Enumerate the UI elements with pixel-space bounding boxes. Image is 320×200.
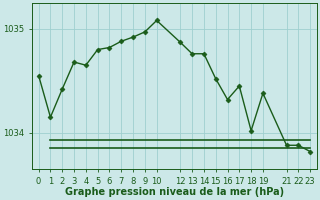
X-axis label: Graphe pression niveau de la mer (hPa): Graphe pression niveau de la mer (hPa): [65, 187, 284, 197]
